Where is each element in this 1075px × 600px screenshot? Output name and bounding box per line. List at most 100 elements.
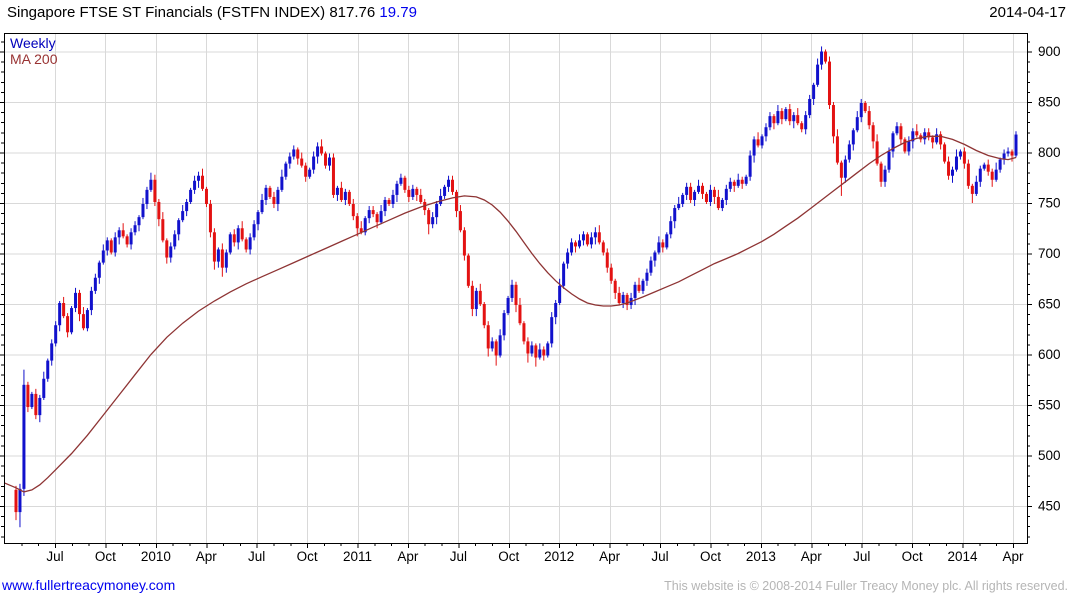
x-axis-label: 2010 [141,549,171,564]
candle [411,188,415,197]
candle [14,489,18,513]
candle [998,159,1002,170]
candle [597,232,601,243]
candle [887,151,891,170]
candle [550,317,554,344]
candle [744,176,748,184]
candle [415,188,419,195]
candle [843,159,847,178]
candle [320,146,324,154]
candle [292,149,296,157]
candle [820,51,824,65]
candle [157,201,161,220]
candle [804,115,808,130]
candle [851,130,855,145]
candle [22,384,26,489]
candle [510,284,514,298]
candle [462,230,466,256]
candle [1006,151,1010,154]
price-change: 19.79 [379,4,417,21]
instrument-name: Singapore FTSE ST Financials (FSTFN INDE… [7,4,326,21]
candle [633,284,637,298]
y-axis-labels: 450 500 550 600 650 700 750 800 850 900 [1038,44,1061,514]
candle [248,237,252,250]
candle [70,308,74,333]
y-axis-label: 700 [1038,246,1061,261]
site-link[interactable]: www.fullertreacymoney.com [2,577,176,593]
candle [216,249,220,262]
candle [316,146,320,157]
candle [62,303,66,317]
x-axis-label: Jul [853,549,870,564]
candle [835,136,839,163]
candle [574,242,578,247]
candle [577,240,581,247]
candle [562,263,566,286]
legend-ma-label: MA 200 [10,51,58,67]
candle [252,224,256,238]
x-axis-labels: Jul Oct 2010 Apr Jul Oct 2011 Apr Jul Oct 2012 Apr J… [46,549,1024,564]
candle [50,343,54,361]
candle [435,204,439,218]
candle [609,267,613,281]
candle [296,149,300,159]
candle [593,232,597,238]
candle [447,179,451,187]
candle [589,237,593,245]
candle [280,176,284,190]
candle [256,212,260,225]
candle [974,181,978,194]
candle [494,341,498,356]
candle [847,144,851,160]
candle [212,232,216,262]
candle [990,171,994,180]
candle [240,228,244,240]
candle [986,164,990,172]
candle [951,169,955,176]
candle [915,131,919,136]
candle [653,252,657,261]
candle [677,204,681,209]
candle [359,228,363,233]
candle [97,262,101,278]
x-axis-label: Oct [297,549,318,564]
candle [399,177,403,184]
candle [335,187,339,195]
y-axis-label: 750 [1038,196,1061,211]
candle [1010,151,1014,156]
candle [474,290,478,310]
candle [431,217,435,225]
x-axis-label: Apr [397,549,419,564]
candle [613,280,617,293]
candle [30,393,34,408]
candle [272,196,276,205]
candle [645,272,649,281]
candle [268,187,272,197]
candle [304,165,308,177]
candle [712,189,716,197]
candle [923,132,927,140]
candle [554,303,558,318]
candle [137,217,141,226]
candle [756,139,760,146]
candle [379,211,383,223]
candle [538,349,542,358]
candle [994,169,998,180]
candle [161,219,165,241]
candle [978,168,982,182]
candle [42,378,46,398]
candle [701,185,705,194]
candle [641,280,645,291]
candle [883,169,887,182]
y-axis-label: 900 [1038,44,1061,59]
candle [522,323,526,342]
candle [621,294,625,303]
ma-200-line [3,135,1017,493]
plot-frame [4,33,1028,544]
x-axis-label: Oct [498,549,519,564]
candle [514,284,518,306]
candle [605,252,609,268]
x-axis-label: Jul [651,549,668,564]
candle [395,183,399,195]
candle [831,105,835,137]
